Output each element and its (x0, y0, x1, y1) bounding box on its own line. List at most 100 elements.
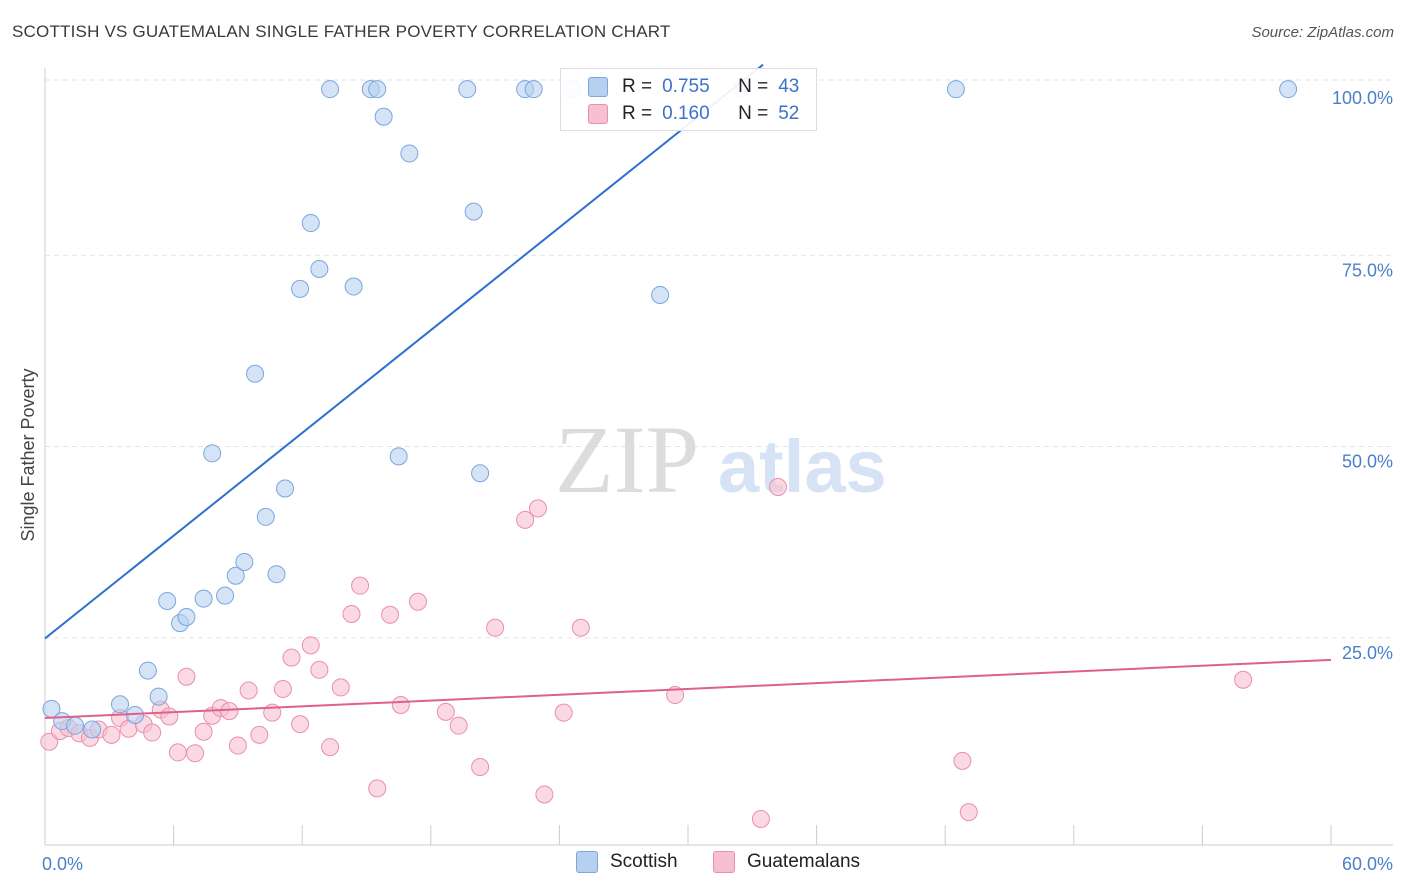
legend-n-value: 43 (778, 76, 800, 97)
guatemalan-point (321, 738, 340, 757)
guatemalan-trend-line (44, 658, 1332, 720)
y-tick-label: 75.0% (1342, 260, 1393, 280)
guatemalan-point (953, 751, 972, 770)
scottish-point (216, 586, 235, 605)
guatemalan-point (160, 707, 179, 726)
source-credit: Source: ZipAtlas.com (1251, 24, 1394, 41)
series-label-guatemalans: Guatemalans (747, 851, 861, 872)
legend-swatch-guatemalan (588, 104, 608, 124)
series-swatch-scottish (576, 851, 598, 873)
tick-labels: 25.0% 50.0% 75.0% 100.0% 0.0% 60.0% (42, 88, 1393, 874)
scottish-point (291, 279, 310, 298)
guatemalan-point (351, 576, 370, 595)
scottish-point (66, 716, 85, 735)
legend-n-label: N = (738, 76, 769, 97)
scottish-point (524, 80, 543, 99)
guatemalan-point (186, 744, 205, 763)
series-legend-scottish[interactable]: Scottish (576, 851, 678, 873)
legend-row-scottish: R = 0.755 N = 43 (561, 74, 799, 100)
legend-r-value: 0.755 (662, 76, 710, 97)
guatemalan-point (168, 743, 187, 762)
guatemalan-point (301, 636, 320, 655)
scottish-point (177, 608, 196, 627)
legend-r-label: R = (622, 103, 653, 124)
guatemalan-point (368, 779, 387, 798)
guatemalan-point (239, 681, 258, 700)
guatemalan-point (408, 592, 427, 611)
guatemalan-point (666, 686, 685, 705)
axes (44, 68, 1393, 846)
legend-r-value: 0.160 (662, 103, 710, 124)
guatemalan-point (143, 723, 162, 742)
scottish-point (256, 507, 275, 526)
scottish-point (368, 80, 387, 99)
scottish-point (194, 589, 213, 608)
guatemalan-point (391, 696, 410, 715)
guatemalan-point (220, 702, 239, 721)
scottish-point (111, 695, 130, 714)
stats-legend: R = 0.755 N = 43 R = 0.160 N = 52 (560, 68, 817, 131)
scottish-point (83, 720, 102, 739)
guatemalan-point (331, 678, 350, 697)
watermark: ZIP atlas (555, 406, 887, 513)
scottish-point (1279, 80, 1298, 99)
scottish-point (471, 464, 490, 483)
guatemalan-point (486, 618, 505, 637)
scottish-point (400, 144, 419, 163)
x-tick-label: 60.0% (1342, 854, 1393, 874)
scottish-point (458, 80, 477, 99)
guatemalan-point (449, 716, 468, 735)
scottish-point (321, 80, 340, 99)
guatemalan-point (1234, 670, 1253, 689)
guatemalan-point (310, 660, 329, 679)
scottish-point (246, 364, 265, 383)
guatemalan-point (769, 477, 788, 496)
scottish-points (42, 80, 1298, 739)
legend-row-guatemalan: R = 0.160 N = 52 (561, 101, 799, 127)
scottish-point (310, 259, 329, 278)
guatemalan-points (40, 477, 1253, 828)
guatemalan-point (228, 736, 247, 755)
scottish-point (276, 479, 295, 498)
guatemalan-point (250, 725, 269, 744)
scottish-point (389, 447, 408, 466)
scottish-point (374, 107, 393, 126)
guatemalan-point (471, 757, 490, 776)
scottish-trend-line (44, 63, 764, 640)
guatemalan-point (436, 702, 455, 721)
guatemalan-point (177, 667, 196, 686)
legend-n-value: 52 (778, 103, 800, 124)
scottish-point (267, 565, 286, 584)
legend-n-label: N = (738, 103, 769, 124)
watermark-zip: ZIP (555, 406, 699, 513)
guatemalan-point (291, 715, 310, 734)
y-tick-label: 25.0% (1342, 643, 1393, 663)
series-label-scottish: Scottish (610, 851, 678, 872)
series-swatch-guatemalans (713, 851, 735, 873)
guatemalan-point (516, 510, 535, 529)
guatemalan-point (535, 785, 554, 804)
guatemalan-point (194, 722, 213, 741)
x-tick-label: 0.0% (42, 854, 83, 874)
y-tick-label: 50.0% (1342, 452, 1393, 472)
guatemalan-point (342, 604, 361, 623)
scottish-point (464, 202, 483, 221)
y-tick-label: 100.0% (1332, 88, 1393, 108)
legend-swatch-scottish (588, 77, 608, 97)
scottish-point (235, 552, 254, 571)
scottish-point (226, 566, 245, 585)
trend-lines (44, 63, 1332, 720)
chart-title: SCOTTISH VS GUATEMALAN SINGLE FATHER POV… (12, 22, 671, 41)
scottish-point (946, 80, 965, 99)
guatemalan-point (751, 809, 770, 828)
scottish-point (344, 277, 363, 296)
scottish-point (149, 687, 168, 706)
series-legend-guatemalans[interactable]: Guatemalans (713, 851, 860, 873)
guatemalan-point (554, 703, 573, 722)
guatemalan-point (959, 803, 978, 822)
scottish-point (203, 444, 222, 463)
guatemalan-point (273, 679, 292, 698)
y-axis-label: Single Father Poverty (18, 368, 38, 541)
scottish-point (651, 285, 670, 304)
